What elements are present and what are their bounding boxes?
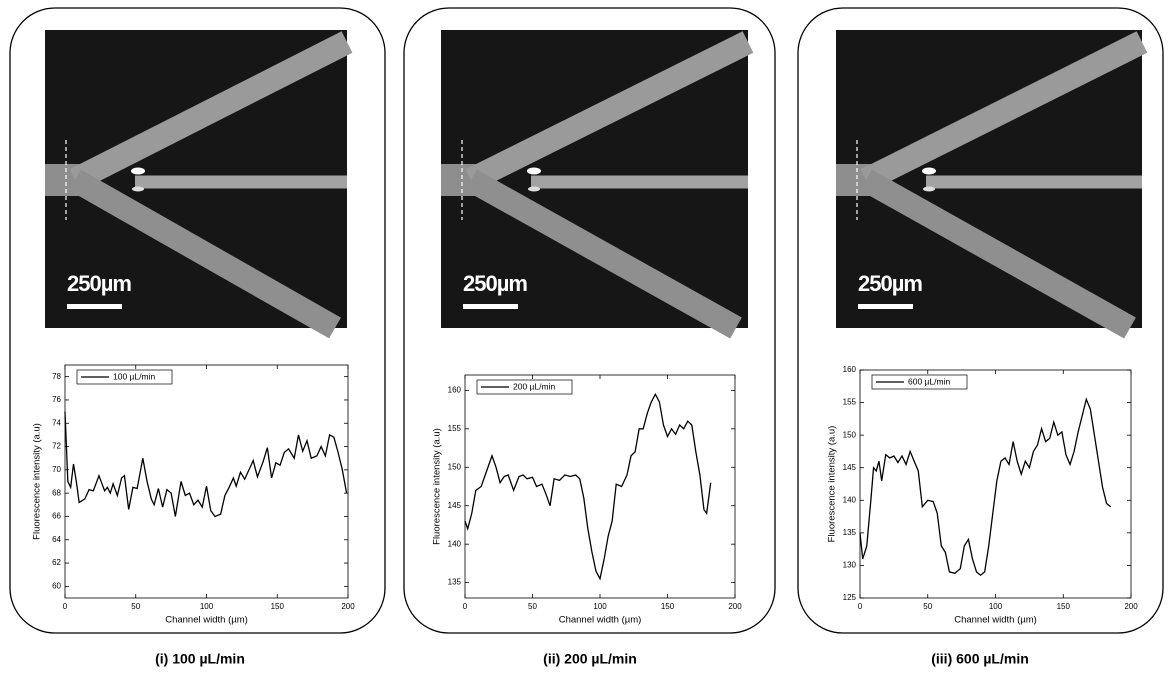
y-tick-label: 160 (843, 365, 857, 374)
upper-branch (69, 31, 353, 191)
y-tick-label: 60 (52, 581, 61, 590)
data-line (859, 397, 1112, 577)
y-tick-label: 135 (843, 528, 857, 537)
panel-caption: (ii) 200 µL/min (543, 651, 637, 667)
y-tick-label: 140 (843, 495, 857, 504)
legend-label: 200 µL/min (513, 381, 555, 391)
data-line (64, 411, 348, 518)
x-axis-label: Channel width (µm) (559, 615, 642, 626)
panel-frame (797, 7, 1164, 634)
legend-label: 100 µL/min (113, 371, 155, 381)
plot-frame (859, 369, 1132, 599)
x-tick-label: 100 (200, 602, 214, 611)
panel-frame (403, 7, 776, 634)
y-tick-label: 140 (448, 539, 462, 548)
bright-spot (922, 167, 936, 175)
lower-branch (465, 169, 742, 339)
scale-bar (463, 304, 518, 309)
y-tick-label: 70 (52, 465, 61, 474)
x-tick-label: 200 (728, 602, 742, 611)
y-axis-label: Fluorescence intensity (a.u) (432, 428, 443, 545)
x-tick-label: 50 (923, 602, 932, 611)
scale-bar-label: 250µm (67, 271, 131, 296)
legend-box (871, 374, 968, 390)
data-line (464, 392, 712, 581)
x-tick-label: 150 (661, 602, 675, 611)
x-tick-label: 150 (271, 602, 285, 611)
y-tick-label: 150 (843, 430, 857, 439)
y-tick-label: 135 (448, 578, 462, 587)
x-axis-label: Channel width (µm) (165, 615, 248, 626)
y-tick-label: 160 (448, 385, 462, 394)
x-tick-label: 100 (593, 602, 607, 611)
lower-branch (69, 169, 341, 339)
scale-bar-label: 250µm (858, 271, 922, 296)
scale-bar-label: 250µm (463, 271, 527, 296)
y-tick-label: 78 (52, 372, 61, 381)
y-tick-label: 155 (448, 424, 462, 433)
y-tick-label: 74 (52, 418, 61, 427)
x-tick-label: 0 (463, 602, 468, 611)
bright-spot (132, 186, 144, 192)
y-tick-label: 66 (52, 512, 61, 521)
x-axis-label: Channel width (µm) (954, 615, 1037, 626)
y-tick-label: 62 (52, 558, 61, 567)
bright-spot (131, 167, 145, 175)
x-tick-label: 0 (858, 602, 863, 611)
micrograph: 250µm (836, 30, 1148, 339)
x-tick-label: 50 (528, 602, 537, 611)
lower-branch (860, 169, 1136, 339)
bright-spot (528, 186, 540, 192)
y-axis-label: Fluorescence intensity (a.u) (827, 426, 838, 543)
y-tick-label: 150 (448, 462, 462, 471)
y-tick-label: 145 (843, 463, 857, 472)
scale-bar (858, 304, 913, 309)
y-axis-label: Fluorescence intensity (a.u) (32, 423, 43, 540)
panel-caption: (iii) 600 µL/min (931, 651, 1029, 667)
bright-spot (923, 186, 935, 192)
y-tick-label: 68 (52, 488, 61, 497)
upper-branch (465, 31, 754, 191)
x-tick-label: 200 (341, 602, 355, 611)
plot-frame (464, 374, 736, 599)
y-tick-label: 72 (52, 442, 61, 451)
y-tick-label: 125 (843, 593, 857, 602)
plot-frame (64, 364, 349, 599)
y-tick-label: 155 (843, 398, 857, 407)
bright-spot (527, 167, 541, 175)
x-tick-label: 200 (1124, 602, 1138, 611)
y-tick-label: 64 (52, 535, 61, 544)
x-tick-label: 150 (1057, 602, 1071, 611)
y-tick-label: 130 (843, 561, 857, 570)
y-tick-label: 76 (52, 395, 61, 404)
legend-box (476, 379, 573, 395)
y-tick-label: 145 (448, 501, 462, 510)
panel-frame (9, 7, 386, 634)
x-tick-label: 0 (63, 602, 68, 611)
micrograph: 250µm (441, 30, 754, 339)
x-tick-label: 50 (131, 602, 140, 611)
x-tick-label: 100 (989, 602, 1003, 611)
legend-box (76, 369, 173, 385)
micrograph: 250µm (45, 30, 353, 339)
upper-branch (860, 31, 1148, 191)
scale-bar (67, 304, 122, 309)
panel-caption: (i) 100 µL/min (155, 651, 245, 667)
legend-label: 600 µL/min (908, 376, 950, 386)
